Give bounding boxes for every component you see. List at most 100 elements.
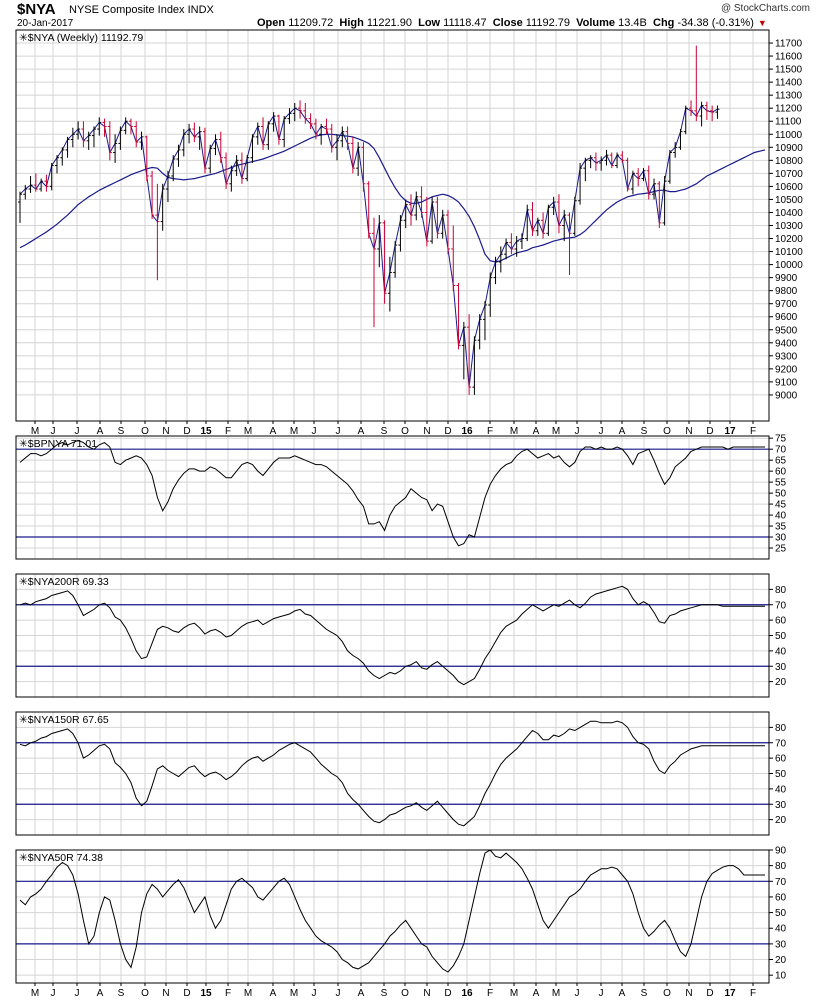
- ohlc-bar: [76, 121, 81, 140]
- ohlc-bar: [467, 314, 472, 395]
- x-tick-label-bottom: N: [685, 988, 692, 999]
- panel-label: ✳$NYA200R 69.33: [19, 576, 109, 588]
- low-label: Low: [418, 17, 441, 29]
- x-tick-label-price: J: [75, 426, 80, 437]
- ohlc-bar: [298, 100, 303, 119]
- x-tick-label-bottom: F: [487, 988, 493, 999]
- down-arrow-icon: ▼: [757, 18, 767, 28]
- ohlc-bar: [673, 142, 678, 158]
- ohlc-bar: [683, 105, 688, 135]
- ohlc-bar: [81, 121, 86, 148]
- ohlc-bar: [97, 117, 102, 136]
- y-tick-label: 11400: [775, 78, 803, 89]
- ohlc-bar: [23, 185, 28, 200]
- x-tick-label-bottom: M: [510, 988, 518, 999]
- ohlc-bar: [44, 174, 49, 192]
- ohlc-bar: [171, 155, 176, 182]
- x-tick-label-price: M: [31, 426, 39, 437]
- ohlc-bar: [39, 178, 44, 192]
- x-tick-label-price: S: [118, 426, 125, 437]
- x-tick-label-price: 16: [461, 426, 473, 437]
- low-value: 11118.47: [443, 17, 487, 29]
- ohlc-bar: [562, 209, 567, 242]
- ohlc-bar: [287, 108, 292, 124]
- panel-border: [15, 711, 770, 836]
- ohlc-bar: [308, 113, 313, 130]
- ohlc-bar: [551, 196, 556, 216]
- change-label: Chg: [653, 17, 675, 29]
- panel-0: 9000 9100 9200 9300 9400 9500 9600 9700 9800 9900…: [15, 29, 803, 422]
- x-tick-label-price: F: [225, 426, 231, 437]
- ohlc-bar: [525, 204, 530, 242]
- x-tick-label-bottom: O: [401, 988, 409, 999]
- ohlc-bar: [213, 134, 218, 156]
- panel-border: [15, 29, 770, 422]
- ohlc-bar: [324, 118, 329, 135]
- y-tick-label: 90: [775, 846, 787, 857]
- open-value: 11209.72: [288, 17, 334, 29]
- ohlc-bar: [477, 314, 482, 350]
- ohlc-bar: [128, 118, 133, 135]
- x-tick-label-bottom: 17: [724, 988, 736, 999]
- high-value: 11221.90: [366, 17, 412, 29]
- panel-bg: [16, 850, 769, 983]
- y-tick-label: 11600: [775, 52, 803, 63]
- ohlc-bar: [451, 225, 456, 291]
- y-tick-label: 9000: [775, 390, 798, 401]
- x-tick-label-price: J: [575, 426, 580, 437]
- x-tick-label-price: 15: [200, 426, 212, 437]
- y-tick-label: 9300: [775, 351, 798, 362]
- ohlc-bar: [636, 168, 641, 187]
- ohlc-bar: [498, 246, 503, 273]
- ohlc-bar: [319, 123, 324, 145]
- y-tick-label: 40: [775, 924, 787, 935]
- ohlc-bar: [372, 217, 377, 328]
- ohlc-bar: [430, 196, 435, 244]
- stockcharts-credit[interactable]: @ StockCharts.com: [720, 3, 810, 14]
- y-tick-label: 10500: [775, 195, 803, 206]
- y-tick-label: 50: [775, 769, 787, 780]
- x-tick-label-bottom: F: [750, 988, 756, 999]
- y-tick-label: 70: [775, 877, 787, 888]
- ohlc-bar: [18, 191, 22, 223]
- ohlc-bar: [667, 149, 672, 184]
- volume-label: Volume: [576, 17, 616, 29]
- ohlc-bar: [266, 121, 271, 150]
- ohlc-bar: [60, 147, 65, 166]
- ohlc-bar: [271, 112, 276, 132]
- ohlc-bar: [482, 301, 487, 341]
- y-tick-label: 9800: [775, 286, 798, 297]
- quote-date: 20-Jan-2017: [17, 18, 74, 29]
- x-tick-label-price: N: [423, 426, 430, 437]
- close-value: 11192.79: [525, 17, 571, 29]
- y-tick-label: 11500: [775, 65, 803, 76]
- ohlc-bar: [49, 162, 54, 191]
- panel-label: ✳$NYA50R 74.38: [19, 852, 103, 864]
- x-tick-label-price: A: [358, 426, 365, 437]
- ohlc-bar: [625, 157, 630, 192]
- ohlc-bar: [28, 175, 33, 193]
- ohlc-bar: [424, 196, 429, 247]
- ohlc-bar: [588, 155, 593, 169]
- ohlc-bar: [387, 256, 392, 312]
- y-tick-label: 10300: [775, 221, 803, 232]
- x-tick-label-bottom: A: [358, 988, 365, 999]
- y-tick-label: 55: [775, 478, 787, 489]
- x-tick-label-price: D: [183, 426, 190, 437]
- panel-label: ✳$NYA (Weekly) 11192.79: [19, 32, 143, 44]
- ohlc-bar: [91, 126, 96, 148]
- high-label: High: [339, 17, 364, 29]
- x-tick-label-price: S: [381, 426, 388, 437]
- ohlc-bar: [218, 131, 223, 163]
- ohlc-bar: [54, 155, 59, 174]
- ohlc-bar: [630, 170, 635, 195]
- ohlc-bar: [292, 102, 297, 122]
- y-tick-label: 9600: [775, 312, 798, 323]
- ohlc-bar: [335, 134, 340, 161]
- ohlc-bar: [556, 194, 561, 234]
- ohlc-bar: [150, 170, 155, 219]
- ohlc-bar: [356, 142, 361, 176]
- x-tick-label-bottom: D: [183, 988, 190, 999]
- x-tick-label-bottom: A: [619, 988, 626, 999]
- y-tick-label: 45: [775, 500, 787, 511]
